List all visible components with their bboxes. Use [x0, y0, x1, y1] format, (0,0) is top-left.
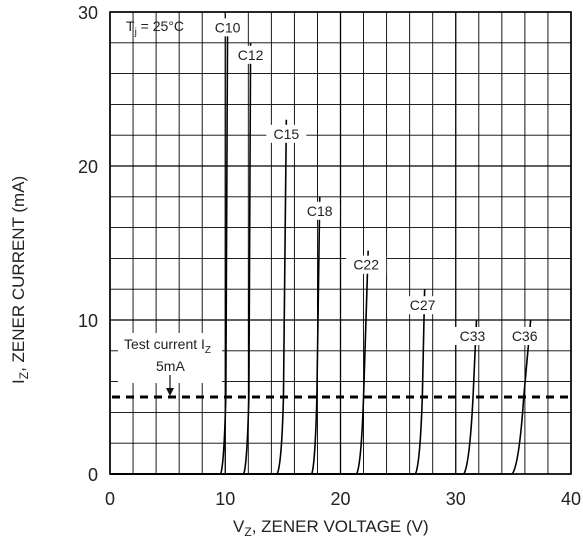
- curve-label-c33: C33: [460, 328, 486, 344]
- x-tick-label: 30: [446, 489, 466, 509]
- y-tick-label: 30: [78, 3, 98, 23]
- curve-label-bg: [402, 296, 443, 315]
- grid: [109, 11, 572, 475]
- curve-label-bg: [266, 124, 307, 143]
- y-tick-label: 20: [78, 157, 98, 177]
- series-line-c15: [110, 119, 288, 475]
- x-axis-title: VZ, ZENER VOLTAGE (V): [233, 517, 429, 539]
- curve-label-c27: C27: [410, 297, 436, 313]
- curve-label-bg: [207, 18, 248, 37]
- test-current-label: Test current IZ: [124, 336, 211, 356]
- series-line-c10: [110, 27, 229, 475]
- curve-label-bg: [299, 201, 340, 220]
- curves: [110, 27, 532, 475]
- tick-labels: 0 10 20 30 40 0 10 20 30: [78, 3, 581, 509]
- y-tick-label: 0: [88, 465, 98, 485]
- y-axis-title: IZ, ZENER CURRENT (mA): [9, 176, 31, 384]
- test-current-value-label: 5mA: [156, 358, 185, 374]
- curve-label-c22: C22: [353, 257, 379, 273]
- curve-label-bg: [346, 255, 387, 274]
- series-line-c36: [110, 319, 532, 475]
- x-tick-label: 0: [105, 489, 115, 509]
- curve-label-c36: C36: [512, 328, 538, 344]
- curve-labels: C10 C12 C15 C18 C22 C27 C33 C36: [207, 18, 545, 345]
- x-tick-label: 10: [215, 489, 235, 509]
- test-current-arrow: [166, 375, 174, 396]
- x-tick-label: 20: [330, 489, 350, 509]
- y-tick-label: 10: [78, 311, 98, 331]
- curve-label-bg: [504, 327, 545, 345]
- curve-label-c12: C12: [238, 47, 264, 63]
- test-current-label-bg: [118, 333, 222, 383]
- curve-label-c10: C10: [215, 19, 241, 35]
- curve-label-bg: [452, 327, 493, 345]
- temperature-annotation: Tj = 25°C: [126, 18, 184, 38]
- x-tick-label: 40: [561, 489, 581, 509]
- curve-label-bg: [230, 45, 271, 64]
- curve-label-c18: C18: [307, 203, 333, 219]
- curve-label-c15: C15: [273, 126, 299, 142]
